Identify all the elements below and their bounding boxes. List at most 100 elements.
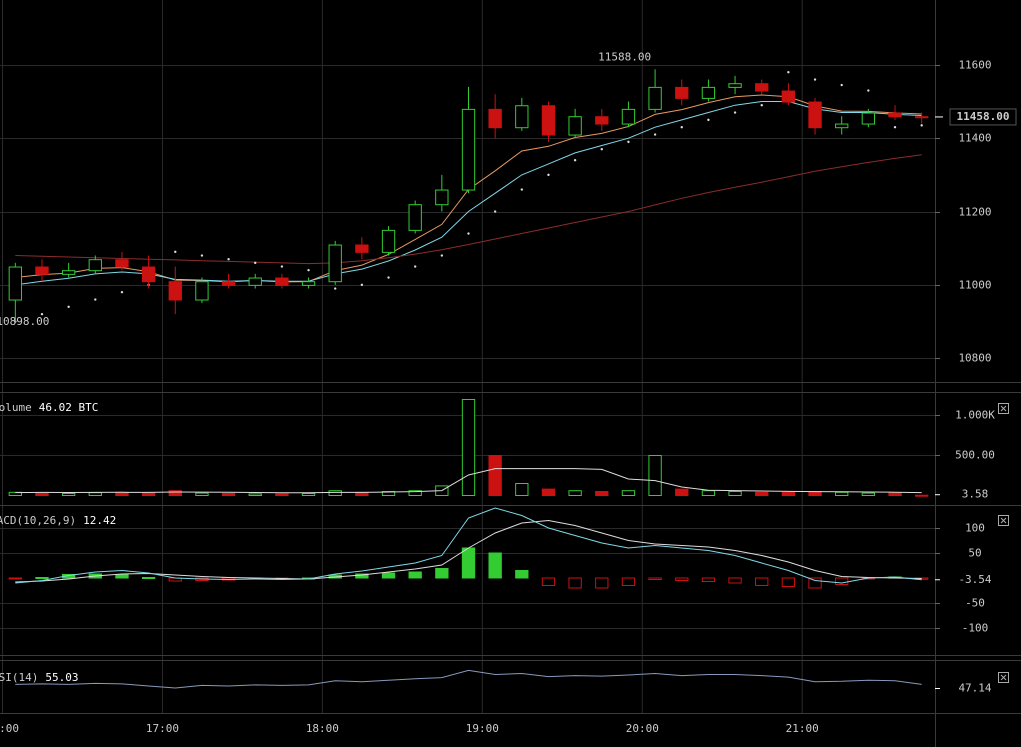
sar-dot [440,254,444,257]
sar-dot [787,71,790,74]
y-tick-label: 10800 [958,352,991,365]
macd-title: MACD(10,26,9) [0,514,76,527]
candle-body [621,108,636,125]
volume-bar [728,491,742,496]
volume-bar [568,490,582,497]
y-tick-label: 11400 [958,132,991,145]
volume-legend: Volume 46.02 BTC [0,401,98,414]
candle-body [435,189,449,206]
sar-dot [893,126,897,129]
y-tick-label: -100 [962,622,989,635]
volume-bar [861,492,876,497]
y-tick-label: 500.00 [955,449,995,462]
volume-bar [648,455,662,496]
macd-histogram-bar [435,568,449,579]
candle-body [248,277,262,286]
macd-histogram-bar [35,577,49,579]
rsi-title: RSI(14) [0,671,38,684]
sar-dot [413,265,417,268]
sar-dot [227,257,230,261]
volume-bar [835,491,849,496]
volume-bar [781,491,796,496]
candle-body [781,90,796,103]
annotation: 11588.00 [598,50,651,63]
volume-bar [915,494,929,497]
macd-histogram-bar [355,573,369,579]
sar-dot [280,265,284,268]
macd-histogram-bar [8,577,22,580]
indicator-line [15,154,922,265]
close-button[interactable] [998,403,1009,414]
macd-histogram-bar [728,577,742,584]
sar-dot [547,173,550,177]
sar-dot [174,250,177,254]
candle-body [355,244,369,253]
sar-dot [520,188,524,191]
macd-histogram-bar [115,574,129,579]
close-button[interactable] [998,515,1009,526]
sar-dot [813,78,817,81]
close-button[interactable] [998,672,1009,683]
volume-bar [701,490,716,497]
macd-histogram-bar [408,571,422,579]
volume-bar [408,490,422,497]
volume-current: 46.02 BTC [39,401,99,414]
sar-dot [493,210,497,213]
macd-histogram-bar [595,577,609,589]
last-price-label: 11458.00 [957,110,1010,123]
candle-body [301,281,316,286]
sar-dot [307,268,310,272]
candle-body [861,112,876,125]
x-tick-label: 16:00 [0,722,19,735]
y-tick-label: 1.000K [955,409,995,422]
candle-body [675,86,689,99]
sar-dot [94,298,97,301]
volume-bar [675,488,689,497]
volume-average [15,468,922,494]
annotation: 10898.00 [0,315,49,328]
macd-histogram-bar [648,577,662,580]
y-tick-label: 11600 [958,59,991,72]
sar-dot [200,254,204,257]
volume-bar [541,488,556,497]
rsi-line [15,669,922,689]
macd-histogram-bar [568,577,582,589]
macd-histogram-bar [461,547,476,579]
volume-bar [221,493,236,496]
macd-legend: MACD(10,26,9) 12.42 [0,514,116,527]
sar-dot [627,140,630,144]
macd-histogram-bar [515,570,529,579]
sar-dot [120,290,124,294]
volume-bar [61,493,76,496]
candle-body [115,259,129,268]
candle-body [808,101,822,129]
candle-body [835,123,849,129]
macd-histogram-bar [701,577,716,582]
macd-histogram-bar [755,577,769,586]
candle-body [381,229,396,253]
volume-bar [461,399,476,496]
macd-current: 12.42 [83,514,116,527]
rsi-current: 55.03 [45,671,78,684]
volume-bar [621,490,636,497]
sar-dot [840,83,843,87]
candle-body [488,108,502,129]
sar-dot [867,89,870,92]
volume-marker-label: 3.58 [962,488,989,501]
macd-histogram-bar [141,577,156,579]
candle-body [275,277,289,286]
x-tick-label: 21:00 [786,722,819,735]
volume-bar [755,491,769,496]
sar-dot [920,124,923,127]
sar-dot [733,111,737,114]
volume-bar [488,455,502,496]
candle-body [88,259,102,272]
x-tick-label: 18:00 [306,722,339,735]
volume-bar [515,483,529,496]
volume-bar [301,493,316,496]
sar-dot [360,283,364,287]
macd-histogram-bar [381,572,396,579]
candle-body [915,116,929,119]
volume-bar [888,492,902,497]
